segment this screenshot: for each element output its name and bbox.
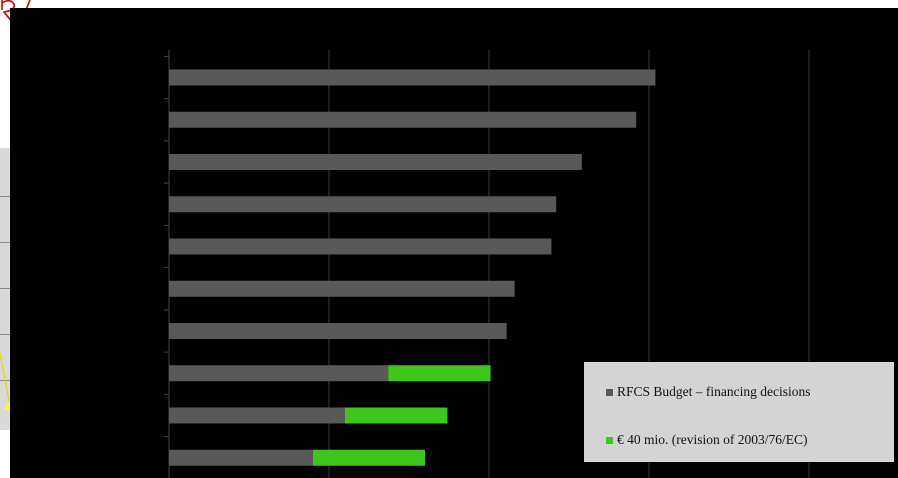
bar-rfcs-budget (169, 280, 515, 297)
bar-rfcs-budget (169, 365, 389, 382)
bar-rfcs-budget (169, 196, 557, 213)
bar-40-mio (388, 365, 491, 382)
bar-rfcs-budget (169, 449, 313, 466)
bar-40-mio (345, 407, 448, 424)
bar-40-mio (313, 449, 425, 466)
legend-item-40-mio: € 40 mio. (revision of 2003/76/EC) (606, 432, 807, 448)
bar-rfcs-budget (169, 154, 582, 170)
legend-label-40-mio: € 40 mio. (revision of 2003/76/EC) (617, 432, 808, 447)
bar-rfcs-budget (169, 323, 507, 339)
chart-legend: RFCS Budget – financing decisions € 40 m… (584, 362, 894, 462)
legend-item-rfcs-budget: RFCS Budget – financing decisions (606, 384, 811, 400)
bar-rfcs-budget (169, 407, 345, 424)
legend-swatch-rfcs-budget (606, 388, 613, 396)
legend-swatch-40-mio (606, 436, 613, 444)
bar-rfcs-budget (169, 238, 552, 255)
bar-rfcs-budget (169, 111, 637, 128)
legend-label-rfcs-budget: RFCS Budget – financing decisions (617, 384, 811, 399)
bar-rfcs-budget (169, 69, 656, 86)
